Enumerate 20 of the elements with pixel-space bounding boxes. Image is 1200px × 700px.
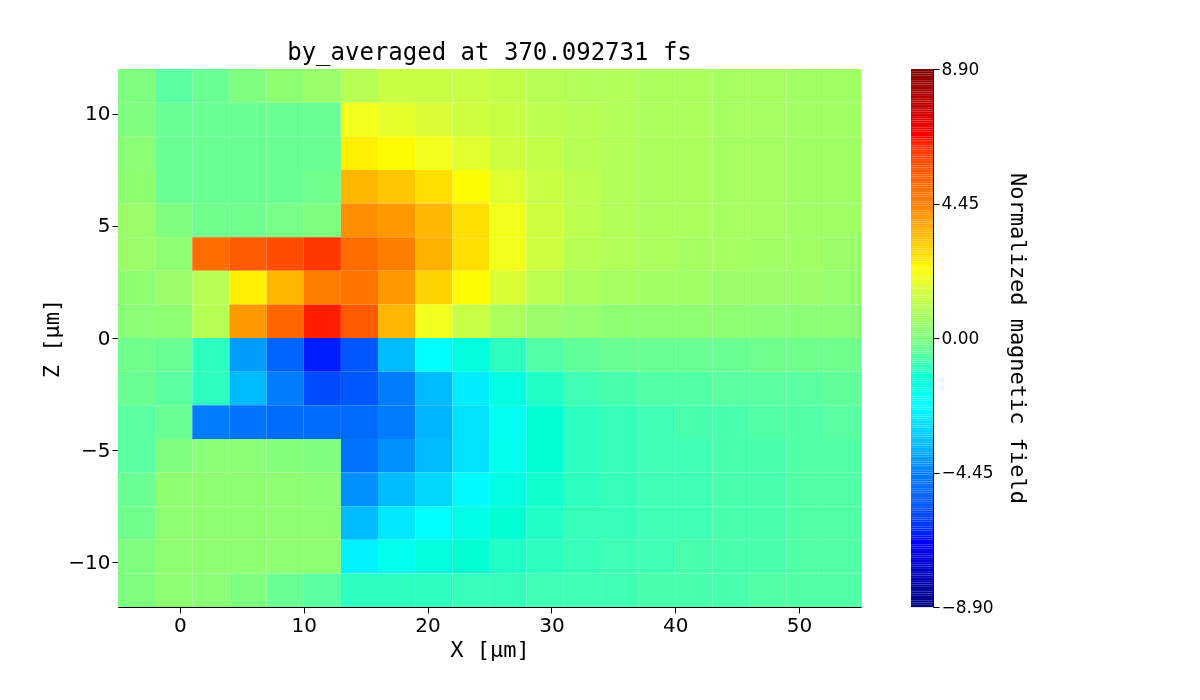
color-bar-label: −4.45 <box>941 462 994 482</box>
color-bar-label: 8.90 <box>941 58 980 79</box>
x-axis-title: X [μm] <box>450 636 530 662</box>
x-tick-label: 20 <box>415 612 441 637</box>
color-bar-title: Normalized magnetic field <box>1005 172 1031 505</box>
y-axis-title: Z [μm] <box>39 298 65 379</box>
color-bar-label: 4.45 <box>941 193 980 213</box>
y-tick-label: 0 <box>97 325 111 350</box>
y-tick-label: 5 <box>97 213 111 238</box>
color-bar-label: 0.00 <box>941 327 980 348</box>
chart-title: by_averaged at 370.092731 fs <box>287 38 692 66</box>
x-tick-label: 0 <box>174 612 187 637</box>
x-tick-label: 50 <box>786 612 813 637</box>
x-tick-label: 10 <box>291 612 317 637</box>
x-tick-label: 30 <box>539 612 565 637</box>
x-tick-label: 40 <box>663 612 689 637</box>
y-tick-label: −10 <box>68 549 111 574</box>
y-tick-label: −5 <box>81 437 111 462</box>
y-tick-label: 10 <box>85 101 111 126</box>
color-bar-label: −8.90 <box>941 596 994 617</box>
